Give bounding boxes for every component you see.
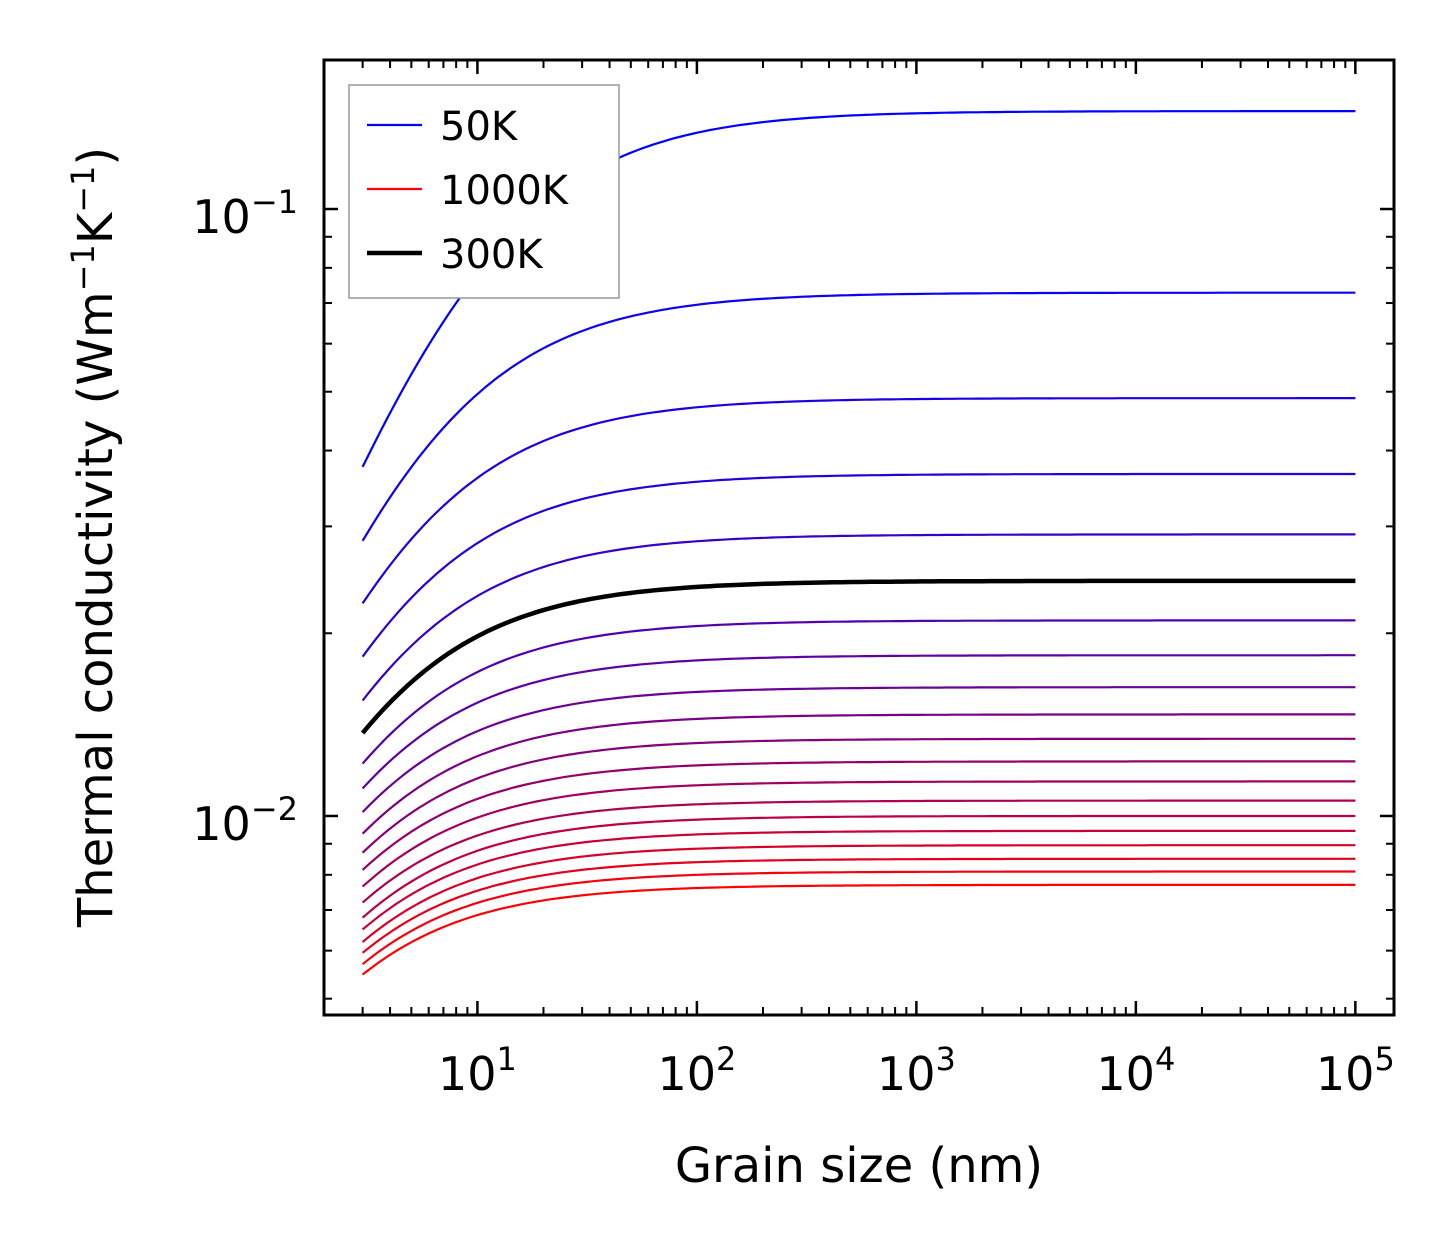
series-line-250k [361,533,1356,702]
series-line-350k [361,619,1356,765]
series-line-150k [361,397,1356,605]
series-line-450k [361,686,1356,813]
y-tick-label: 10−1 [192,183,298,244]
x-tick-label: 102 [657,1040,736,1101]
plot-frame [322,58,1396,1017]
y-axis-title-suffix: ) [68,147,124,166]
y-tick-label: 10−2 [192,790,298,851]
legend-box [348,84,620,299]
series-line-750k [361,814,1356,919]
series-line-550k [361,737,1356,854]
y-tick-labels: 10−2 10−1 [192,183,298,851]
y-axis-title-sup1: −1 [64,244,102,291]
legend-label-50k: 50K [440,104,519,150]
series-layer [360,109,1356,976]
series-line-650k [361,780,1356,888]
series-line-1000k [361,883,1356,976]
series-line-500k [361,713,1356,835]
series-line-600k [361,760,1356,871]
legend-label-300k: 300K [440,232,544,278]
x-tick-label: 101 [438,1040,517,1101]
legend-label-1000k: 1000K [440,168,570,214]
x-tick-label: 105 [1316,1040,1395,1101]
series-line-400k [361,654,1356,790]
x-tick-label: 103 [877,1040,956,1101]
y-axis-title: Thermal conductivity (Wm−1K−1) [64,147,124,928]
series-line-700k [361,799,1356,904]
series-line-800k [361,829,1356,931]
series-line-300k [360,578,1356,735]
y-axis-title-prefix: Thermal conductivity (Wm [68,291,124,928]
y-axis-title-sup2: −1 [64,166,102,213]
x-tick-label: 104 [1096,1040,1175,1101]
series-line-200k [361,472,1356,658]
series-line-950k [361,870,1356,966]
x-axis-title: Grain size (nm) [675,1138,1043,1194]
legend: 50K 1000K 300K [348,84,620,299]
series-line-100k [361,291,1356,542]
series-line-850k [361,844,1356,943]
x-tick-labels: 101 102 103 104 105 [438,1040,1395,1101]
y-axis-title-mid: K [68,211,124,244]
series-line-900k [361,857,1356,954]
